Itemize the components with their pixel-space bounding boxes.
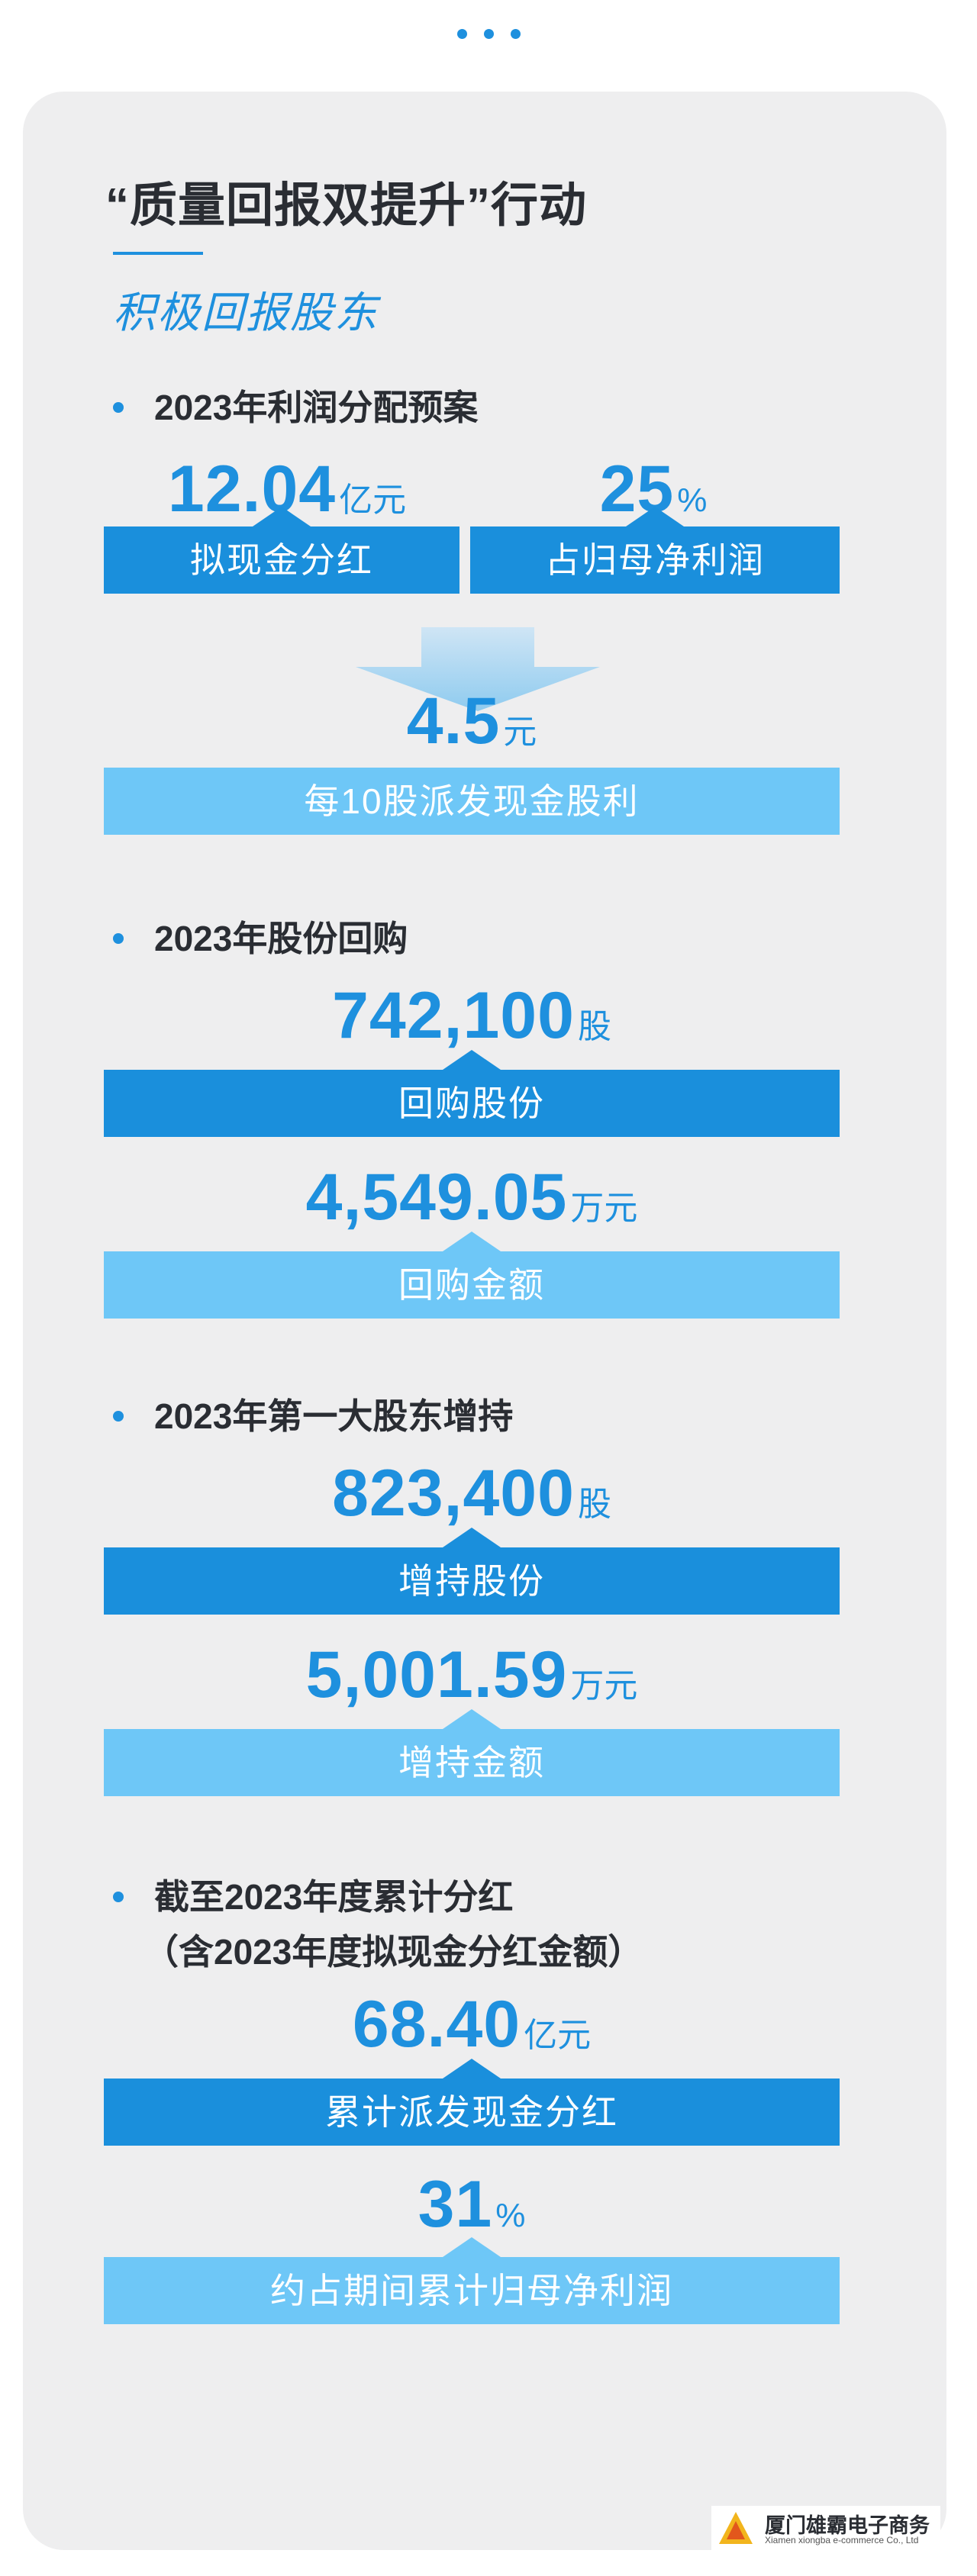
bullet-dot-icon [113,932,124,944]
company-logo: 厦门雄霸电子商务 Xiamen xiongba e-commerce Co., … [711,2506,940,2552]
label-cumulative-ratio: 约占期间累计归母净利润 [104,2237,840,2324]
label-increase-shares: 增持股份 [104,1528,840,1615]
label-increase-amount: 增持金额 [104,1709,840,1796]
section-heading-cumulative-dividend: 截至2023年度累计分红 （含2023年度拟现金分红金额） [113,1869,643,1979]
label-buyback-shares: 回购股份 [104,1050,840,1137]
page-title: “质量回报双提升”行动 [105,179,588,232]
label-cash-dividend: 拟现金分红 [104,507,459,594]
section-heading-share-buyback: 2023年股份回购 [113,911,408,966]
title-underline [113,252,203,255]
company-logo-icon [719,2512,753,2544]
stat-dividend-per-10-shares: 4.5元 [406,684,537,758]
company-name: 厦门雄霸电子商务 [765,2514,930,2537]
stat-cumulative-ratio: 31% [418,2168,526,2241]
stat-increase-amount: 5,001.59万元 [305,1638,638,1711]
section-heading-profit-distribution: 2023年利润分配预案 [113,380,478,435]
stat-increase-shares: 823,400股 [332,1457,611,1530]
label-buyback-amount: 回购金额 [104,1232,840,1319]
stat-cumulative-dividend: 68.40亿元 [352,1988,592,2061]
label-profit-ratio: 占归母净利润 [470,507,840,594]
down-arrow-icon [356,627,600,711]
label-dividend-per-10-shares: 每10股派发现金股利 [104,768,840,835]
company-name-en: Xiamen xiongba e-commerce Co., Ltd [765,2535,919,2545]
stat-buyback-shares: 742,100股 [332,979,611,1052]
stat-buyback-amount: 4,549.05万元 [305,1161,638,1234]
section-heading-note: （含2023年度拟现金分红金额） [143,1932,643,1972]
bullet-dot-icon [113,401,124,413]
section-heading-shareholder-increase: 2023年第一大股东增持 [113,1389,513,1444]
more-dots-icon [0,29,977,43]
bullet-dot-icon [113,1410,124,1422]
page-subtitle: 积极回报股东 [113,288,379,336]
bullet-dot-icon [113,1891,124,1902]
label-cumulative-dividend: 累计派发现金分红 [104,2059,840,2146]
